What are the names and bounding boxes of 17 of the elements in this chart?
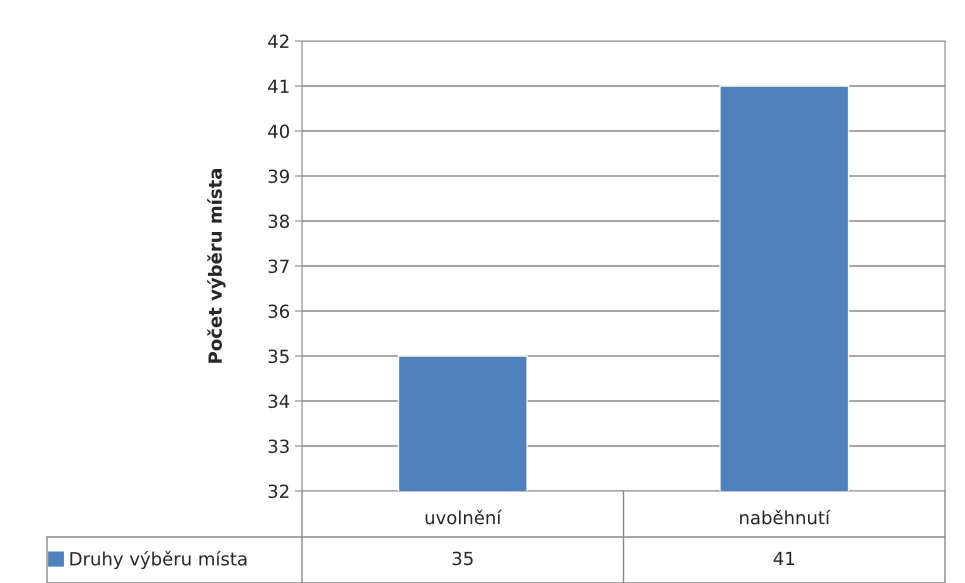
y-tick-label: 37 bbox=[268, 259, 289, 274]
y-tick-label: 42 bbox=[268, 34, 288, 48]
legend-label: Druhy výběru místa bbox=[70, 550, 246, 570]
y-tick-label: 34 bbox=[268, 394, 290, 408]
y-axis-title: Počet výběru místa bbox=[207, 169, 226, 363]
y-tick-label: 40 bbox=[268, 124, 289, 138]
y-tick-label: 32 bbox=[268, 484, 288, 498]
y-tick-label: 33 bbox=[268, 439, 289, 454]
x-tick-label: naběhnutí bbox=[740, 510, 830, 524]
x-tick-label: uvolnění bbox=[426, 510, 502, 524]
y-tick-label: 41 bbox=[268, 80, 289, 93]
data-label: 35 bbox=[452, 552, 473, 566]
y-tick-label: 39 bbox=[268, 169, 289, 184]
y-tick-label: 35 bbox=[268, 349, 289, 364]
y-tick-label: 36 bbox=[268, 304, 290, 318]
data-label: 41 bbox=[774, 552, 794, 565]
y-tick-label: 38 bbox=[268, 214, 289, 228]
